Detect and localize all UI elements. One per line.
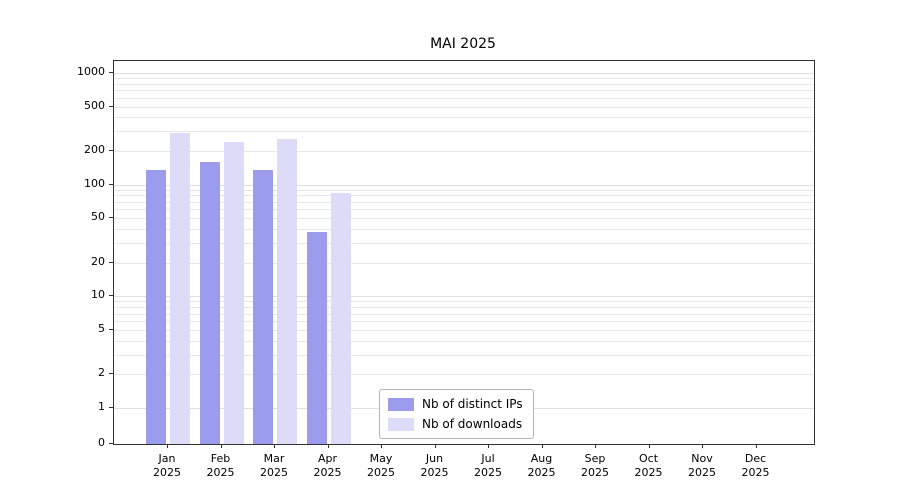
x-tick-mark (702, 444, 703, 448)
plot-area: Nb of distinct IPs Nb of downloads (113, 60, 815, 445)
gridline (114, 262, 814, 264)
gridline (114, 296, 814, 298)
x-tick-mark (274, 444, 275, 448)
bar-nb-of-downloads-feb-2025 (223, 142, 244, 444)
y-tick-mark (109, 217, 113, 219)
gridline (114, 313, 814, 315)
y-tick-label: 2 (98, 366, 105, 380)
x-tick-label-oct-2025: Oct 2025 (634, 452, 663, 479)
y-tick-label: 10 (91, 288, 105, 302)
gridline (114, 374, 814, 376)
gridline (114, 184, 814, 186)
x-tick-label-jan-2025: Jan 2025 (153, 452, 181, 479)
gridline (114, 78, 814, 80)
y-tick-mark (109, 443, 113, 444)
x-tick-label-dec-2025: Dec 2025 (741, 452, 770, 479)
y-tick-mark (109, 105, 113, 107)
x-tick-label-may-2025: May 2025 (367, 452, 395, 479)
x-tick-mark (167, 444, 168, 448)
x-tick-mark (488, 444, 489, 448)
y-tick-label: 50 (91, 210, 105, 224)
x-tick-label-nov-2025: Nov 2025 (688, 452, 716, 479)
x-tick-mark (595, 444, 596, 448)
bar-nb-of-downloads-jan-2025 (170, 133, 190, 444)
y-tick-label: 1000 (77, 64, 105, 78)
x-tick-label-jul-2025: Jul 2025 (474, 452, 502, 479)
gridline (114, 72, 814, 74)
gridline (114, 340, 814, 342)
x-tick-label-sep-2025: Sep 2025 (581, 452, 609, 479)
legend-row-nb-of-distinct-ips: Nb of distinct IPs (388, 397, 523, 411)
legend-row-nb-of-downloads: Nb of downloads (388, 417, 523, 431)
y-tick-mark (109, 407, 113, 408)
y-tick-mark (109, 295, 113, 297)
gridline (114, 354, 814, 356)
x-tick-mark (381, 444, 382, 448)
x-tick-label-apr-2025: Apr 2025 (313, 452, 342, 479)
y-tick-mark (109, 261, 113, 263)
y-tick-label: 500 (84, 98, 105, 112)
y-tick-label: 0 (98, 436, 105, 449)
chart-title: MAI 2025 (430, 36, 496, 52)
legend-swatch-icon (388, 417, 414, 431)
gridline (114, 117, 814, 119)
y-tick-mark (109, 71, 113, 73)
gridline (114, 90, 814, 92)
gridline (114, 329, 814, 331)
y-tick-label: 5 (98, 321, 105, 335)
x-tick-label-mar-2025: Mar 2025 (260, 452, 288, 479)
gridline (114, 229, 814, 231)
gridline (114, 321, 814, 323)
legend-swatch-icon (388, 397, 414, 411)
bar-nb-of-distinct-ips-apr-2025 (306, 231, 327, 444)
bar-nb-of-distinct-ips-mar-2025 (253, 170, 273, 444)
x-tick-mark (648, 444, 650, 448)
y-tick-mark (109, 150, 113, 152)
gridline (114, 301, 814, 303)
bar-nb-of-downloads-mar-2025 (277, 139, 297, 444)
bar-nb-of-downloads-apr-2025 (330, 192, 351, 444)
y-tick-label: 1 (98, 400, 105, 413)
bar-nb-of-distinct-ips-jan-2025 (146, 170, 166, 444)
gridline (114, 307, 814, 309)
x-tick-mark (755, 444, 757, 448)
gridline (114, 189, 814, 191)
gridline (114, 218, 814, 220)
x-tick-mark (327, 444, 329, 448)
x-tick-mark (541, 444, 543, 448)
gridline (114, 151, 814, 153)
x-tick-mark (220, 444, 222, 448)
y-tick-label: 100 (84, 176, 105, 190)
gridline (114, 201, 814, 203)
gridline (114, 209, 814, 211)
gridline (114, 243, 814, 245)
legend-label: Nb of downloads (422, 417, 523, 431)
legend-label: Nb of distinct IPs (422, 397, 523, 411)
y-tick-mark (109, 373, 113, 375)
gridline (114, 97, 814, 99)
y-tick-mark (109, 328, 113, 330)
x-tick-label-aug-2025: Aug 2025 (527, 452, 556, 479)
gridline (114, 131, 814, 133)
bar-nb-of-distinct-ips-feb-2025 (199, 161, 220, 444)
gridline (114, 195, 814, 197)
x-tick-label-feb-2025: Feb 2025 (206, 452, 235, 479)
gridline (114, 83, 814, 85)
x-tick-label-jun-2025: Jun 2025 (420, 452, 449, 479)
y-tick-label: 20 (91, 254, 105, 268)
y-tick-label: 200 (84, 143, 105, 157)
x-tick-mark (434, 444, 436, 448)
legend: Nb of distinct IPs Nb of downloads (379, 389, 534, 439)
gridline (114, 106, 814, 108)
y-tick-mark (109, 183, 113, 185)
